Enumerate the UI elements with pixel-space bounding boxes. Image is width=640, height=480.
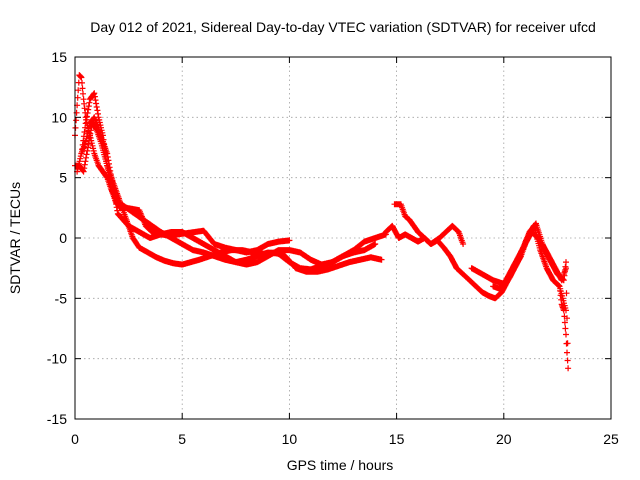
y-tick-label: -10 — [47, 351, 67, 367]
point-markers — [78, 114, 389, 268]
series-trace-4 — [74, 90, 379, 273]
x-axis-label: GPS time / hours — [287, 457, 394, 473]
series-trace-2 — [72, 120, 385, 275]
y-tick-label: -15 — [47, 411, 67, 427]
series-trace-3 — [78, 114, 389, 268]
y-tick-label: 0 — [59, 230, 67, 246]
chart-title: Day 012 of 2021, Sidereal Day-to-day VTE… — [90, 19, 596, 35]
x-tick-label: 5 — [178, 431, 186, 447]
point-markers — [74, 90, 379, 273]
point-markers — [556, 265, 572, 372]
x-tick-label: 10 — [282, 431, 298, 447]
y-tick-label: 15 — [51, 49, 67, 65]
y-tick-label: -5 — [55, 290, 68, 306]
x-tick-label: 0 — [71, 431, 79, 447]
y-tick-label: 5 — [59, 170, 67, 186]
point-markers — [490, 229, 569, 292]
x-tick-label: 20 — [496, 431, 512, 447]
y-axis-label: SDTVAR / TECUs — [7, 182, 23, 294]
axis-ticks: 0 5 10 15 20 25 -15 -10 -5 0 5 10 15 — [47, 49, 619, 447]
data-points — [72, 72, 572, 372]
series-trace-8 — [490, 229, 569, 292]
series-trace-9 — [556, 265, 572, 372]
y-tick-label: 10 — [51, 109, 67, 125]
x-tick-label: 15 — [389, 431, 405, 447]
x-tick-label: 25 — [603, 431, 619, 447]
point-markers — [72, 120, 385, 275]
